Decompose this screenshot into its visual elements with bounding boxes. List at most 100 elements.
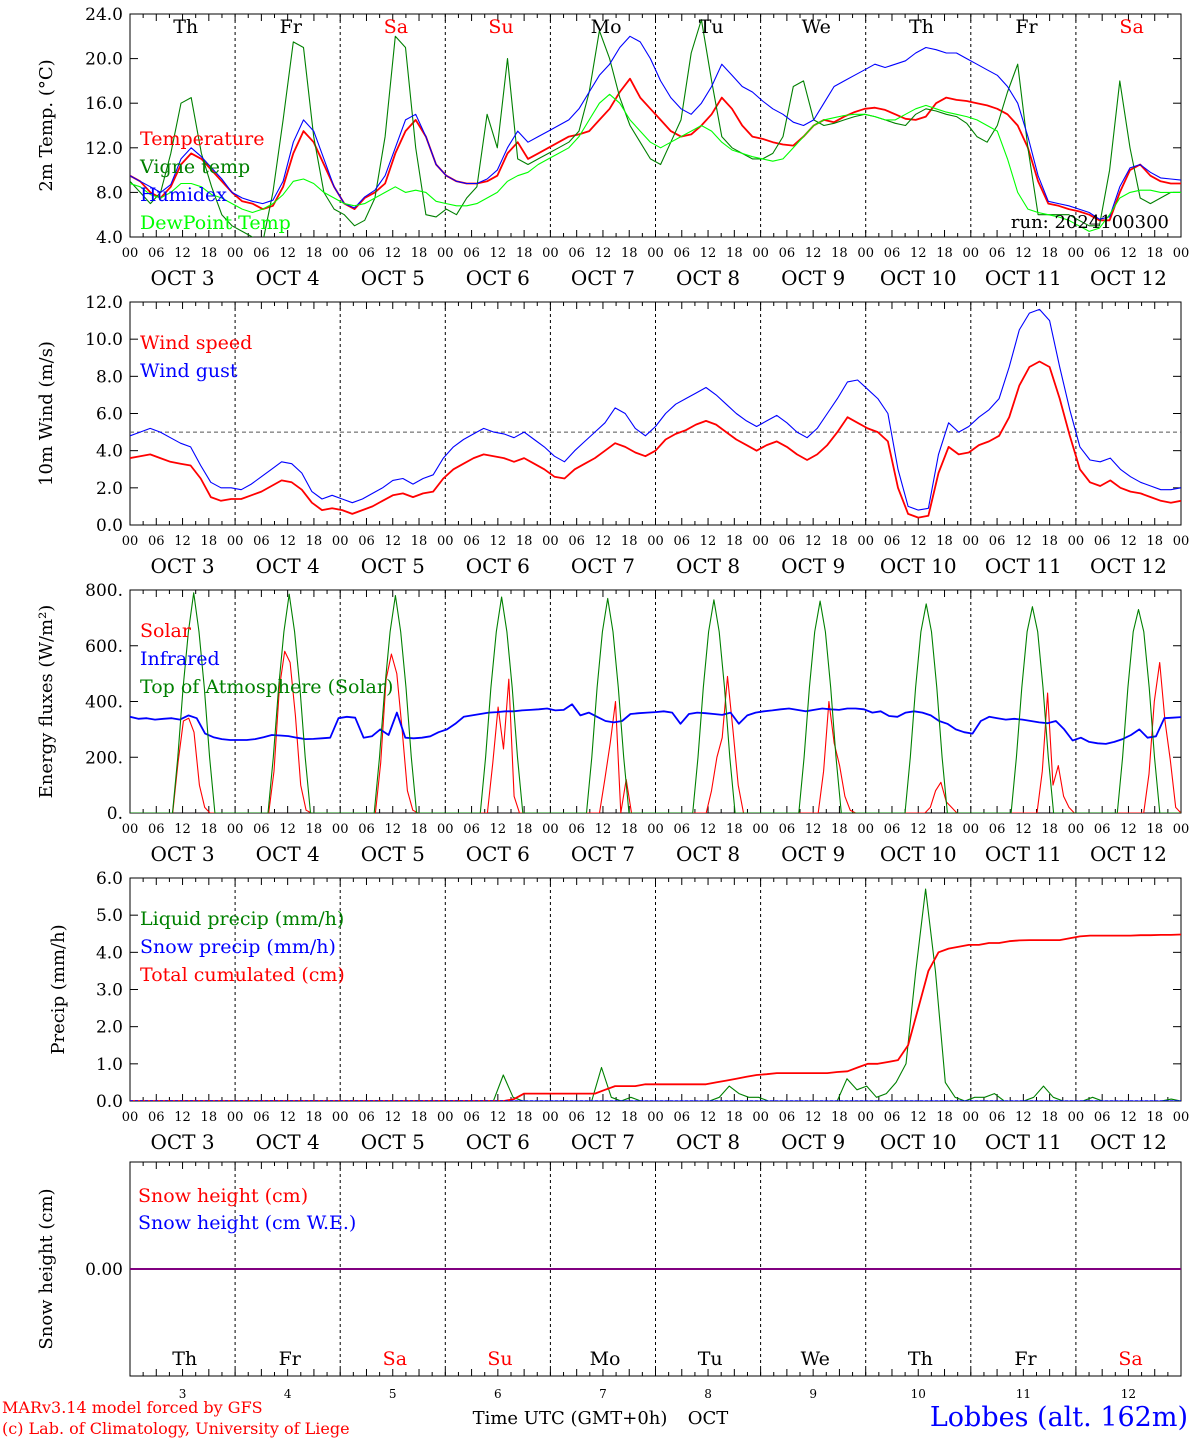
x-axis-label: Time UTC (GMT+0h) xyxy=(473,1408,668,1429)
date-label: OCT 3 xyxy=(150,1130,214,1154)
hour-tick-label: 00 xyxy=(963,534,980,549)
panel-5: 0.00 Snow height (cm) Snow height (cm) Snow… xyxy=(36,1161,1182,1429)
hour-tick-label: 12 xyxy=(700,246,717,261)
panel-2: 0.0 2.0 4.0 6.0 8.0 10.0 12.0 10m Wind (m/s) Win… xyxy=(36,293,1189,578)
hour-tick-label: 06 xyxy=(463,534,480,549)
hour-tick-label: 06 xyxy=(884,1110,901,1125)
hour-tick-label: 00 xyxy=(647,534,664,549)
y-axis-label: Snow height (cm) xyxy=(36,1188,57,1349)
date-label: OCT 6 xyxy=(466,842,530,866)
hour-tick-label: 06 xyxy=(148,246,165,261)
weekday-label: Tu xyxy=(698,1348,723,1370)
weekday-label: Th xyxy=(909,16,934,38)
legend-entry: DewPoint Temp xyxy=(140,212,291,234)
legend-entry: Total cumulated (cm) xyxy=(140,964,345,986)
date-label: OCT 11 xyxy=(985,554,1062,578)
hour-tick-label: 18 xyxy=(411,246,428,261)
hour-tick-label: 12 xyxy=(174,1110,191,1125)
date-label: OCT 5 xyxy=(361,266,425,290)
hour-tick-label: 18 xyxy=(831,1110,848,1125)
hour-tick-label: 12 xyxy=(1015,822,1032,837)
hour-tick-label: 18 xyxy=(621,822,638,837)
day-number-label: 9 xyxy=(809,1387,817,1401)
legend-entry: Temperature xyxy=(140,128,264,150)
y-tick-label: 2.0 xyxy=(96,1018,123,1038)
hour-tick-label: 00 xyxy=(542,1110,559,1125)
y-tick-label: 24.0 xyxy=(85,5,123,25)
weekday-label: Tu xyxy=(699,16,724,38)
date-label: OCT 3 xyxy=(150,266,214,290)
hour-tick-label: 18 xyxy=(1041,822,1058,837)
hour-tick-label: 06 xyxy=(253,1110,270,1125)
hour-tick-label: 00 xyxy=(647,246,664,261)
hour-tick-label: 06 xyxy=(674,534,691,549)
y-tick-label: 6.0 xyxy=(96,869,123,889)
weekday-label: Sa xyxy=(1119,16,1143,38)
y-tick-label: 0. xyxy=(107,804,123,824)
hour-tick-label: 00 xyxy=(122,534,139,549)
y-tick-label: 800. xyxy=(85,581,123,601)
hour-tick-label: 06 xyxy=(674,1110,691,1125)
date-label: OCT 4 xyxy=(256,842,320,866)
station-name: Lobbes (alt. 162m) xyxy=(929,1402,1188,1433)
hour-tick-label: 00 xyxy=(542,822,559,837)
hour-tick-label: 18 xyxy=(306,246,323,261)
hour-tick-label: 06 xyxy=(463,246,480,261)
series-line-1 xyxy=(130,19,1181,237)
hour-tick-label: 18 xyxy=(726,822,743,837)
hour-tick-label: 00 xyxy=(1173,1110,1190,1125)
hour-tick-label: 12 xyxy=(279,1110,296,1125)
weekday-label: Th xyxy=(908,1348,933,1370)
hour-tick-label: 12 xyxy=(1120,822,1137,837)
date-label: OCT 7 xyxy=(571,842,635,866)
hour-tick-label: 00 xyxy=(437,534,454,549)
weekday-label: Sa xyxy=(1118,1348,1142,1370)
hour-tick-label: 06 xyxy=(674,822,691,837)
date-label: OCT 9 xyxy=(781,554,845,578)
date-label: OCT 12 xyxy=(1090,266,1167,290)
hour-tick-label: 00 xyxy=(752,822,769,837)
hour-tick-label: 06 xyxy=(568,1110,585,1125)
hour-tick-label: 06 xyxy=(358,1110,375,1125)
date-label: OCT 7 xyxy=(571,554,635,578)
legend-entry: Snow height (cm W.E.) xyxy=(138,1212,356,1234)
hour-tick-label: 18 xyxy=(516,1110,533,1125)
hour-tick-label: 18 xyxy=(1041,1110,1058,1125)
hour-tick-label: 18 xyxy=(936,246,953,261)
hour-tick-label: 06 xyxy=(989,246,1006,261)
hour-tick-label: 00 xyxy=(437,246,454,261)
hour-tick-label: 18 xyxy=(516,822,533,837)
hour-tick-label: 06 xyxy=(989,1110,1006,1125)
x-axis-month-label: OCT xyxy=(688,1408,729,1429)
y-tick-label: 5.0 xyxy=(96,906,123,926)
date-label: OCT 8 xyxy=(676,842,740,866)
y-axis-label: Precip (mm/h) xyxy=(48,924,69,1054)
weekday-label: Su xyxy=(487,1348,512,1370)
weekday-label: Fr xyxy=(1014,1348,1037,1370)
hour-tick-label: 18 xyxy=(936,1110,953,1125)
hour-tick-label: 00 xyxy=(1173,822,1190,837)
hour-tick-label: 00 xyxy=(1068,1110,1085,1125)
date-label: OCT 5 xyxy=(361,554,425,578)
hour-tick-label: 06 xyxy=(1094,246,1111,261)
hour-tick-label: 12 xyxy=(1015,246,1032,261)
hour-tick-label: 12 xyxy=(174,534,191,549)
hour-tick-label: 06 xyxy=(884,534,901,549)
hour-tick-label: 18 xyxy=(1041,534,1058,549)
date-label: OCT 12 xyxy=(1090,842,1167,866)
series-line-1 xyxy=(130,308,1181,511)
hour-tick-label: 12 xyxy=(279,246,296,261)
y-tick-label: 12.0 xyxy=(85,293,123,313)
date-label: OCT 11 xyxy=(985,266,1062,290)
hour-tick-label: 00 xyxy=(542,246,559,261)
legend-entry: Vigne temp xyxy=(139,156,250,178)
legend-entry: Snow precip (mm/h) xyxy=(140,936,336,958)
hour-tick-label: 18 xyxy=(306,1110,323,1125)
y-tick-label: 0.0 xyxy=(96,516,123,536)
y-tick-label: 0.00 xyxy=(85,1260,123,1280)
hour-tick-label: 00 xyxy=(122,1110,139,1125)
y-tick-label: 200. xyxy=(85,748,123,768)
hour-tick-label: 18 xyxy=(831,246,848,261)
hour-tick-label: 18 xyxy=(1146,1110,1163,1125)
